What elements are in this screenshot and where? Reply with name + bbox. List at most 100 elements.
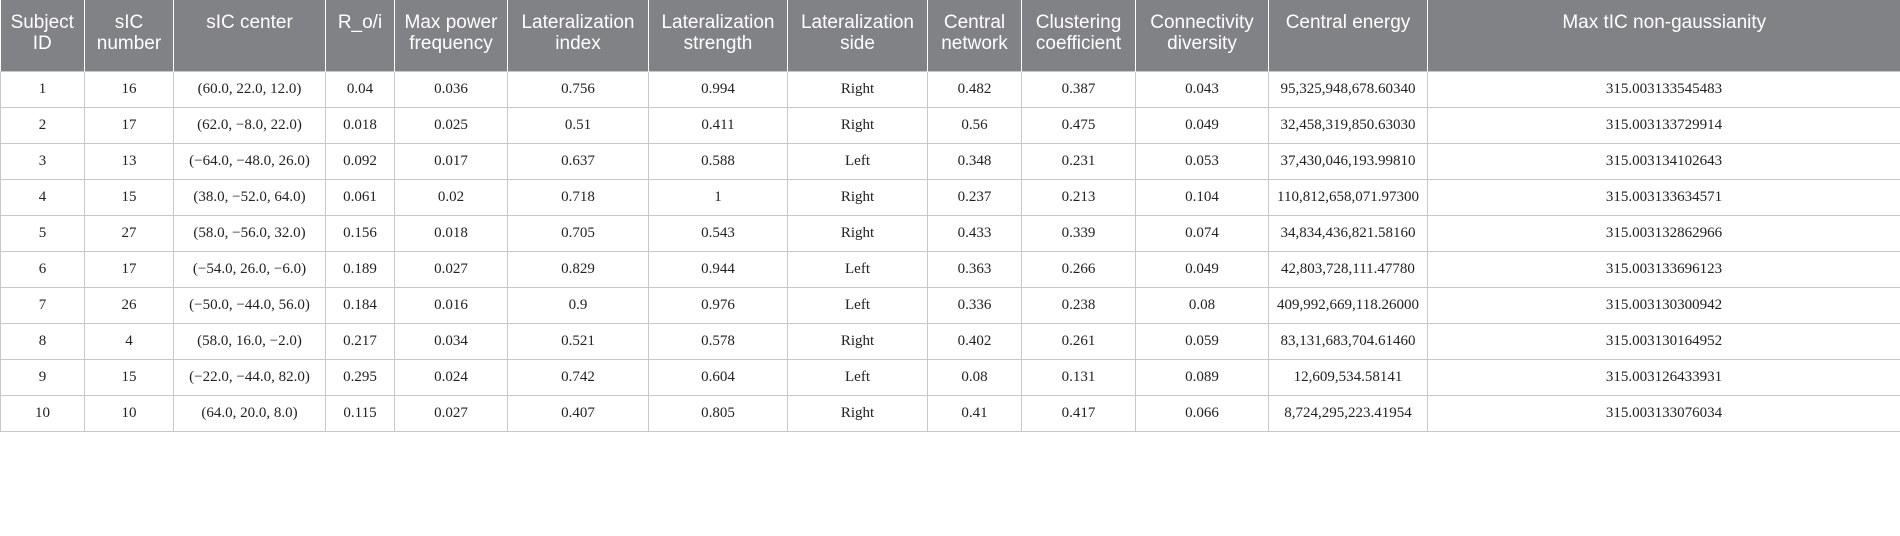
table-cell: 0.217	[325, 323, 395, 360]
table-cell: 0.027	[394, 395, 508, 432]
column-header: Lateralization index	[507, 0, 649, 71]
table-cell: 0.387	[1021, 70, 1136, 108]
table-cell: Right	[787, 107, 928, 144]
table-cell: 0.336	[927, 287, 1022, 324]
table-cell: 0.402	[927, 323, 1022, 360]
table-cell: (−22.0, −44.0, 82.0)	[173, 359, 326, 396]
table-header: Subject ID sIC number sIC center R_o/i Max p…	[0, 0, 1900, 71]
table-cell: 2	[0, 107, 85, 144]
table-cell: 0.189	[325, 251, 395, 288]
table-cell: 0.036	[394, 70, 508, 108]
table-cell: 32,458,319,850.63030	[1268, 107, 1428, 144]
column-header: Central energy	[1268, 0, 1428, 71]
table-cell: 0.061	[325, 179, 395, 216]
table-cell: 0.092	[325, 143, 395, 180]
table-cell: 315.003130300942	[1427, 287, 1900, 324]
table-cell: 0.56	[927, 107, 1022, 144]
table-cell: 0.829	[507, 251, 649, 288]
table-row: 9 15 (−22.0, −44.0, 82.0) 0.295 0.024 0.742 0.…	[0, 359, 1900, 396]
table-cell: 0.604	[648, 359, 788, 396]
table-cell: (60.0, 22.0, 12.0)	[173, 70, 326, 108]
table-cell: Left	[787, 287, 928, 324]
table-cell: 0.944	[648, 251, 788, 288]
table-cell: 0.053	[1135, 143, 1269, 180]
table-cell: 0.266	[1021, 251, 1136, 288]
table-cell: 4	[0, 179, 85, 216]
table-cell: Right	[787, 395, 928, 432]
table-cell: 0.231	[1021, 143, 1136, 180]
table-cell: 0.718	[507, 179, 649, 216]
table-cell: 83,131,683,704.61460	[1268, 323, 1428, 360]
table-cell: 0.482	[927, 70, 1022, 108]
table-row: 3 13 (−64.0, −48.0, 26.0) 0.092 0.017 0.637 0.…	[0, 143, 1900, 180]
table-body: 1 16 (60.0, 22.0, 12.0) 0.04 0.036 0.756 0.994…	[0, 70, 1900, 432]
column-header: Central network	[927, 0, 1022, 71]
table-cell: 0.51	[507, 107, 649, 144]
table-cell: 0.074	[1135, 215, 1269, 252]
table-row: 5 27 (58.0, −56.0, 32.0) 0.156 0.018 0.705 0.5…	[0, 215, 1900, 252]
table-cell: 0.417	[1021, 395, 1136, 432]
table-cell: 0.521	[507, 323, 649, 360]
table-cell: 0.059	[1135, 323, 1269, 360]
table-cell: 0.976	[648, 287, 788, 324]
table-cell: Right	[787, 323, 928, 360]
table-cell: 0.025	[394, 107, 508, 144]
table-cell: 0.016	[394, 287, 508, 324]
table-cell: (−64.0, −48.0, 26.0)	[173, 143, 326, 180]
table-cell: 0.295	[325, 359, 395, 396]
table-cell: 0.41	[927, 395, 1022, 432]
table-cell: 6	[0, 251, 85, 288]
table-cell: 4	[84, 323, 174, 360]
header-row: Subject ID sIC number sIC center R_o/i Max p…	[0, 0, 1900, 71]
table-cell: 0.156	[325, 215, 395, 252]
column-header: R_o/i	[325, 0, 395, 71]
table-cell: 0.049	[1135, 107, 1269, 144]
table-cell: 0.475	[1021, 107, 1136, 144]
table-row: 4 15 (38.0, −52.0, 64.0) 0.061 0.02 0.718 1 Rig…	[0, 179, 1900, 216]
table-cell: 110,812,658,071.97300	[1268, 179, 1428, 216]
table-cell: 315.003134102643	[1427, 143, 1900, 180]
table-cell: 0.339	[1021, 215, 1136, 252]
table-row: 6 17 (−54.0, 26.0, −6.0) 0.189 0.027 0.829 0.9…	[0, 251, 1900, 288]
table-cell: 0.994	[648, 70, 788, 108]
column-header: Clustering coefficient	[1021, 0, 1136, 71]
table-cell: 5	[0, 215, 85, 252]
table-cell: 95,325,948,678.60340	[1268, 70, 1428, 108]
table-cell: 0.049	[1135, 251, 1269, 288]
table-cell: Right	[787, 215, 928, 252]
table-cell: 315.003133729914	[1427, 107, 1900, 144]
table-cell: 0.9	[507, 287, 649, 324]
table-cell: 10	[0, 395, 85, 432]
table-cell: 34,834,436,821.58160	[1268, 215, 1428, 252]
table-cell: 0.08	[927, 359, 1022, 396]
table-cell: (−50.0, −44.0, 56.0)	[173, 287, 326, 324]
table-cell: 7	[0, 287, 85, 324]
column-header: Max power frequency	[394, 0, 508, 71]
table-cell: 0.363	[927, 251, 1022, 288]
table-cell: 0.261	[1021, 323, 1136, 360]
table-cell: 8	[0, 323, 85, 360]
table-cell: 0.543	[648, 215, 788, 252]
table-cell: 27	[84, 215, 174, 252]
table-cell: 0.066	[1135, 395, 1269, 432]
table-cell: 315.003133545483	[1427, 70, 1900, 108]
table-cell: 15	[84, 359, 174, 396]
table-cell: 16	[84, 70, 174, 108]
table-cell: 0.637	[507, 143, 649, 180]
table-cell: (38.0, −52.0, 64.0)	[173, 179, 326, 216]
results-table: Subject ID sIC number sIC center R_o/i Max p…	[0, 0, 1900, 432]
table-cell: (−54.0, 26.0, −6.0)	[173, 251, 326, 288]
table-cell: 0.348	[927, 143, 1022, 180]
table-cell: 0.238	[1021, 287, 1136, 324]
table-cell: 0.742	[507, 359, 649, 396]
column-header: sIC center	[173, 0, 326, 71]
table-cell: 0.115	[325, 395, 395, 432]
table-cell: 0.805	[648, 395, 788, 432]
table-cell: 0.027	[394, 251, 508, 288]
table-cell: (58.0, −56.0, 32.0)	[173, 215, 326, 252]
table-cell: (62.0, −8.0, 22.0)	[173, 107, 326, 144]
table-cell: 409,992,669,118.26000	[1268, 287, 1428, 324]
table-cell: 0.089	[1135, 359, 1269, 396]
table-cell: 3	[0, 143, 85, 180]
table-cell: 0.08	[1135, 287, 1269, 324]
